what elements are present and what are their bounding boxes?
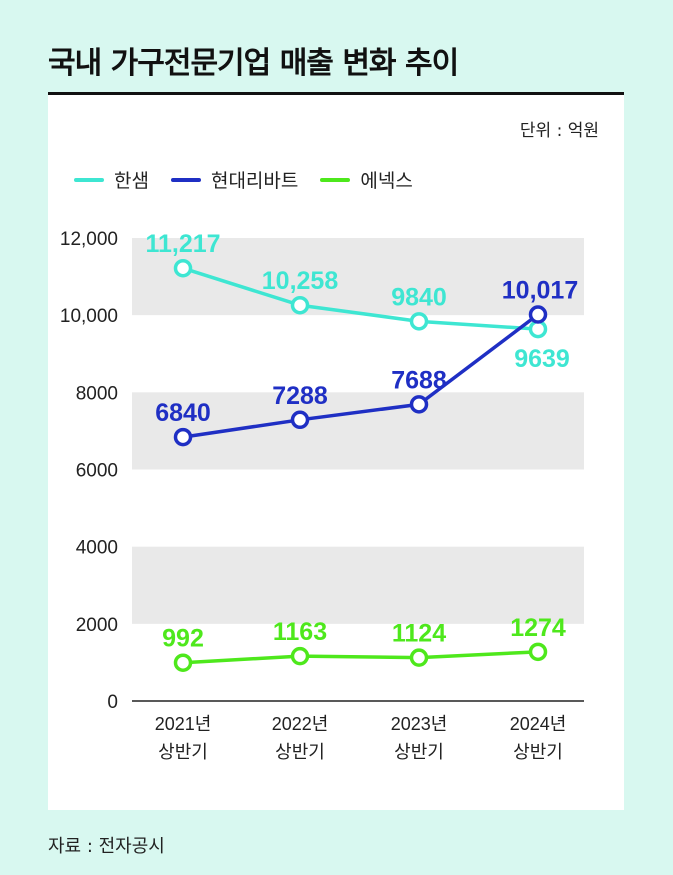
data-label: 11,217 bbox=[145, 230, 220, 258]
data-label: 10,017 bbox=[502, 277, 578, 305]
y-tick-label: 4000 bbox=[76, 538, 118, 559]
series-line bbox=[182, 313, 540, 439]
data-point bbox=[173, 258, 193, 278]
unit-label: 단위 : 억원 bbox=[519, 121, 599, 141]
data-label: 10,258 bbox=[262, 267, 339, 295]
data-point bbox=[290, 646, 310, 666]
legend-label-hyundai-livart: 현대리바트 bbox=[210, 170, 299, 192]
legend-item-enex: 에넥스 bbox=[320, 166, 413, 193]
y-tick-label: 2000 bbox=[76, 615, 118, 636]
data-label: 1163 bbox=[273, 618, 327, 646]
y-tick-label: 0 bbox=[107, 692, 118, 713]
series-line bbox=[182, 650, 539, 665]
series-line bbox=[182, 266, 539, 331]
data-point bbox=[528, 305, 548, 324]
data-label: 6840 bbox=[155, 399, 211, 427]
x-tick-label: 2022년 bbox=[272, 714, 329, 734]
data-point bbox=[290, 410, 310, 430]
x-tick-label-sub: 상반기 bbox=[394, 742, 444, 762]
data-point bbox=[290, 295, 310, 315]
data-label: 992 bbox=[162, 625, 204, 653]
data-label: 1124 bbox=[392, 620, 446, 648]
title-rule bbox=[48, 92, 624, 95]
legend-label-enex: 에넥스 bbox=[360, 170, 413, 192]
legend-label-hanssem: 한샘 bbox=[114, 170, 149, 192]
data-label: 7688 bbox=[391, 366, 447, 394]
data-label: 1274 bbox=[510, 614, 566, 642]
y-tick-label: 10,000 bbox=[60, 306, 118, 327]
x-tick-label: 2021년 bbox=[155, 714, 212, 734]
data-label: 7288 bbox=[272, 382, 328, 410]
data-point bbox=[528, 319, 548, 339]
x-tick-label-sub: 상반기 bbox=[158, 742, 208, 762]
grid-band bbox=[132, 546, 584, 624]
x-tick-label-sub: 상반기 bbox=[513, 742, 563, 762]
legend-item-hyundai-livart: 현대리바트 bbox=[170, 166, 299, 193]
data-label: 9840 bbox=[391, 283, 447, 311]
grid-band bbox=[132, 392, 584, 470]
x-tick-label-sub: 상반기 bbox=[275, 742, 325, 762]
source-note: 자료 : 전자공시 bbox=[48, 836, 165, 857]
data-point bbox=[528, 642, 548, 662]
legend-swatch-hyundai-livart bbox=[170, 177, 201, 182]
y-tick-label: 6000 bbox=[76, 461, 118, 482]
data-point bbox=[173, 427, 193, 447]
data-point bbox=[173, 653, 193, 672]
legend-item-hanssem: 한샘 bbox=[74, 166, 149, 193]
data-point bbox=[409, 648, 429, 667]
data-point bbox=[409, 395, 429, 414]
data-point bbox=[409, 312, 429, 331]
x-tick-label: 2023년 bbox=[391, 714, 448, 734]
y-tick-label: 12,000 bbox=[60, 229, 118, 250]
y-tick-label: 8000 bbox=[76, 383, 118, 404]
x-tick-label: 2024년 bbox=[510, 714, 567, 734]
legend-swatch-hanssem bbox=[74, 177, 104, 182]
legend-swatch-enex bbox=[320, 177, 351, 182]
legend: 한샘 현대리바트 에넥스 bbox=[74, 166, 413, 193]
data-label: 9639 bbox=[514, 345, 570, 373]
chart-title: 국내 가구전문기업 매출 변화 추이 bbox=[48, 46, 459, 81]
